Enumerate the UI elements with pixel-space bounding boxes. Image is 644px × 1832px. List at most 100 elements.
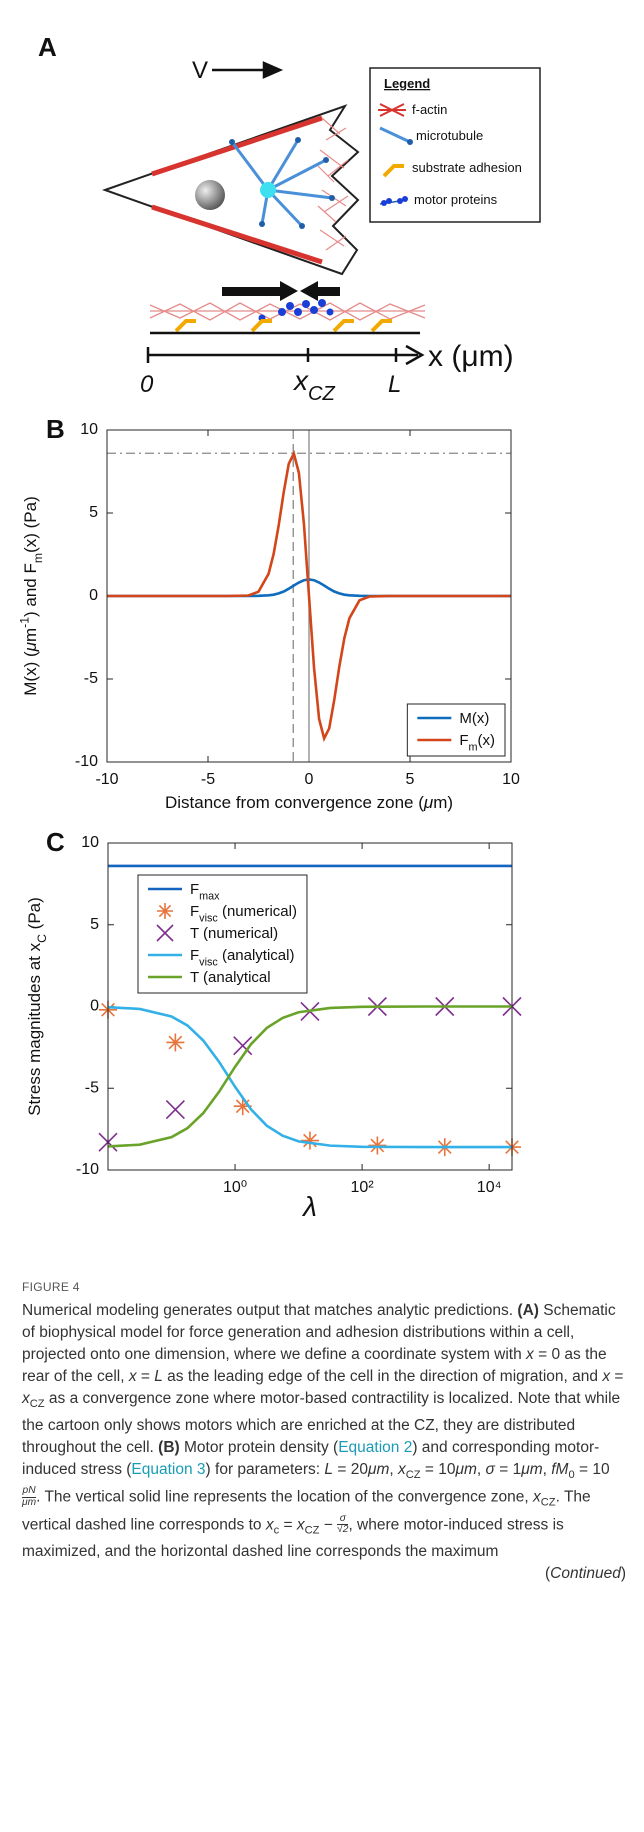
text-segment: (x) [478, 732, 496, 749]
denominator: μm [22, 1496, 37, 1508]
text-segment: ( [544, 1565, 551, 1583]
legend-item: motor proteins [414, 192, 498, 207]
panel-label: A [38, 32, 57, 62]
text-segment: (analytical) [218, 947, 295, 964]
x-axis-label: Distance from convergence zone (μm) [165, 793, 453, 812]
text-segment: = 10 [574, 1461, 610, 1479]
y-tick-label: 10 [80, 421, 98, 438]
text-segment: , [542, 1461, 552, 1479]
axis-origin: 0 [140, 371, 154, 398]
data-line [107, 449, 511, 743]
velocity-arrow [212, 61, 284, 79]
legend-label: Fmax [190, 881, 220, 902]
text-segment: as a convergence zone where motor-based … [22, 1390, 621, 1457]
text-segment: Stress magnitudes at x [25, 942, 44, 1115]
y-tick-label: -10 [75, 753, 98, 770]
text-segment: Schematic of biophysical model for force… [22, 1302, 616, 1363]
text-segment: F [190, 903, 199, 920]
text-segment: σ [485, 1461, 495, 1479]
text-segment: F [459, 732, 468, 749]
link[interactable]: Equation 3 [131, 1461, 206, 1479]
data-point [368, 1136, 387, 1155]
data-point [166, 1033, 185, 1052]
caption: FIGURE 4 Numerical modeling generates ou… [22, 1276, 626, 1585]
x-tick-label: -10 [95, 771, 118, 788]
text-segment: as the leading edge of the cell in the d… [162, 1368, 603, 1385]
y-axis-label: Stress magnitudes at xC (Pa) [25, 897, 49, 1116]
text-segment: . The vertical dashed line corresponds t… [22, 1488, 591, 1533]
one-d-cartoon: 0 xCZ L x (μm) [140, 281, 514, 405]
panel-label: B [46, 414, 65, 444]
figure: A V Legend f-actin microtubule substrate… [17, 32, 541, 1222]
y-tick-label: 5 [90, 916, 99, 933]
text-segment: = [136, 1368, 155, 1385]
x-axis-label: λ [301, 1191, 317, 1222]
text-segment: max [199, 890, 220, 902]
text-segment: ) and corresponding motor-induced stress… [22, 1439, 600, 1479]
legend-box: Legend f-actin microtubule substrate adh… [369, 67, 541, 223]
text-segment: λ [301, 1191, 317, 1222]
fraction: pN μm [22, 1485, 37, 1508]
y-tick-label: -5 [85, 1079, 99, 1096]
text-segment: (A) [517, 1302, 539, 1319]
text-segment: L [154, 1368, 163, 1385]
data-point [165, 1099, 185, 1120]
text-segment: L [324, 1461, 334, 1479]
axis-cz-label: xCZ [292, 365, 336, 405]
legend-label: T (numerical) [190, 925, 278, 942]
text-segment: T (analytical [190, 969, 271, 986]
text-segment: Motor protein density ( [179, 1439, 339, 1457]
axes-frame [107, 842, 513, 1171]
text-segment: (x) (Pa) [21, 496, 40, 553]
text-segment: F [190, 947, 199, 964]
text-segment: x [22, 1390, 30, 1407]
text-segment: M(x) ( [21, 651, 40, 696]
x-tick-label: 5 [406, 771, 415, 788]
text-segment: x [296, 1515, 305, 1533]
text-segment: CZ [29, 1398, 45, 1411]
text-segment: -1 [17, 617, 31, 628]
text-segment: = [610, 1368, 624, 1385]
text-segment: − [319, 1515, 338, 1533]
text-segment: (numerical) [218, 903, 297, 920]
text-segment: ) [620, 1565, 626, 1583]
text-segment: visc [199, 912, 218, 924]
data-line [107, 1005, 512, 1148]
y-tick-label: 0 [90, 998, 99, 1015]
x-tick-label: 0 [305, 771, 314, 788]
text-segment: x [128, 1368, 137, 1385]
x-tick-label: 10 [502, 771, 520, 788]
text-segment: CZ [540, 1496, 556, 1509]
data-point [233, 1097, 252, 1116]
axis-label: x (μm) [428, 340, 514, 373]
text-segment: Continued [550, 1565, 621, 1583]
y-tick-label: 0 [89, 587, 98, 604]
text-segment: F [190, 881, 199, 898]
data-point [233, 1036, 253, 1056]
text-segment: x [526, 1346, 534, 1363]
text-segment: = 20 [333, 1461, 368, 1479]
text-segment: m [31, 553, 45, 563]
legend-label: M(x) [459, 710, 489, 727]
text-segment: = 1 [494, 1461, 522, 1479]
data-line [107, 1005, 512, 1149]
text-segment: , where motor-induced stress is maximize… [22, 1515, 564, 1561]
legend-label: T (analytical [190, 969, 271, 986]
link[interactable]: Equation 2 [338, 1439, 413, 1457]
chart: B -10 -5 0 5 10 -10 -5 0 5 10 Distance from converg… [17, 414, 520, 812]
legend: M(x) Fm(x) [406, 703, 506, 757]
axis-end: L [388, 371, 401, 398]
legend-item: substrate adhesion [412, 160, 522, 175]
text-segment: . The vertical solid line represents the… [36, 1488, 533, 1506]
legend-label: Fvisc (analytical) [190, 947, 294, 968]
text-segment: μm [367, 1461, 390, 1479]
text-segment: m [21, 628, 40, 642]
y-axis-label: M(x) (μm-1) and Fm(x) (Pa) [17, 496, 45, 696]
continued-note: (Continued) [22, 1563, 626, 1585]
text-segment: visc [199, 956, 218, 968]
axes-frame [106, 429, 512, 763]
panel-label: C [46, 827, 65, 857]
text-segment: = 10 [420, 1461, 456, 1479]
text-segment: T (numerical) [190, 925, 278, 942]
